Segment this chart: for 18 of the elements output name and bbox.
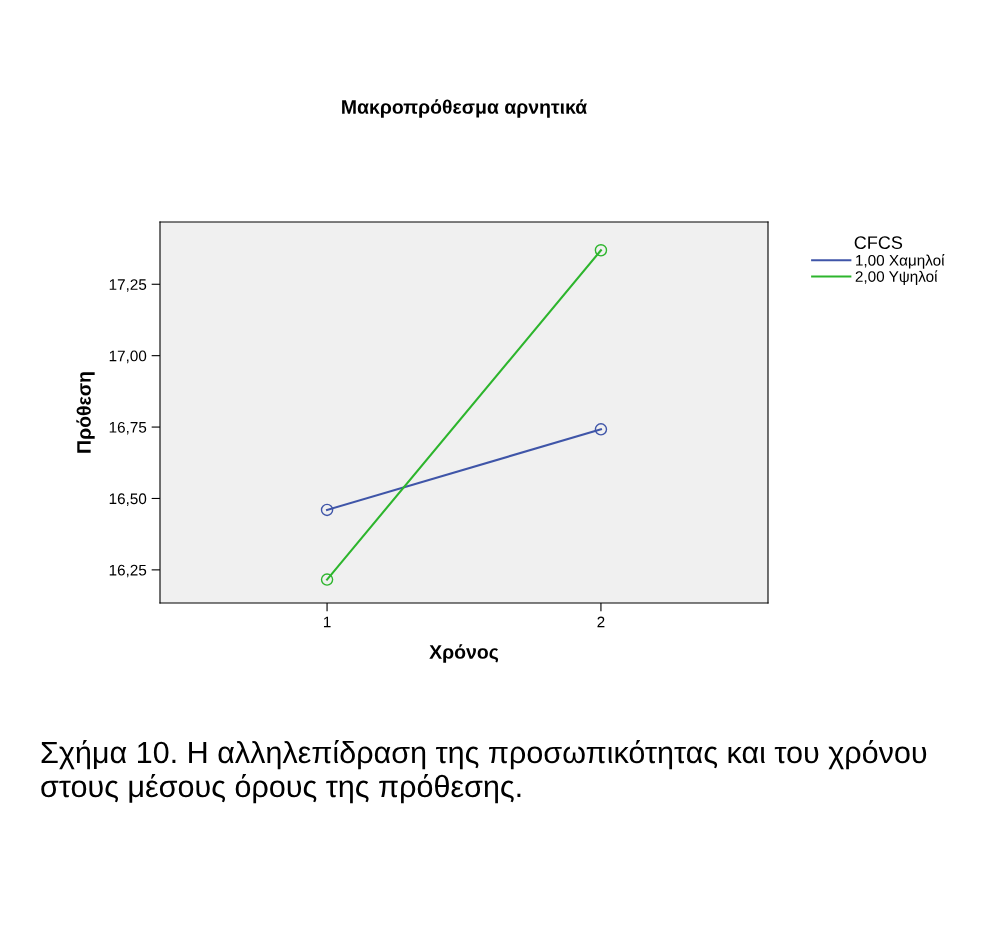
point: [320, 573, 334, 586]
y-tick-label: 16,50: [109, 493, 147, 506]
point: [594, 423, 608, 436]
point: [320, 503, 334, 517]
y-axis-title: Πρόθεση: [76, 372, 95, 453]
text: Σχήμα 10. Η αλληλεπίδραση της προσωπικότητας και του χρόνου στους μέσους όρους της πρόθεσης.: [41, 740, 927, 804]
chart-title: Μακροπρόθεσμα αρνητικά: [342, 99, 587, 118]
y-tick-label: 16,75: [109, 421, 147, 435]
legend-title: CFCS: [854, 236, 903, 250]
x-tick-label: 1: [323, 616, 331, 628]
legend-label: 1,00 Χαμηλοί: [856, 254, 945, 269]
legend-label: 2,00 Υψηλοί: [855, 270, 938, 285]
x-axis-title: Χρόνος: [429, 644, 499, 663]
y-tick-label: 17,25: [109, 279, 147, 292]
x-tick-label: 2: [597, 616, 605, 628]
point: [594, 244, 608, 257]
y-tick-label: 16,25: [109, 564, 147, 578]
y-tick-label: 17,00: [109, 350, 147, 364]
